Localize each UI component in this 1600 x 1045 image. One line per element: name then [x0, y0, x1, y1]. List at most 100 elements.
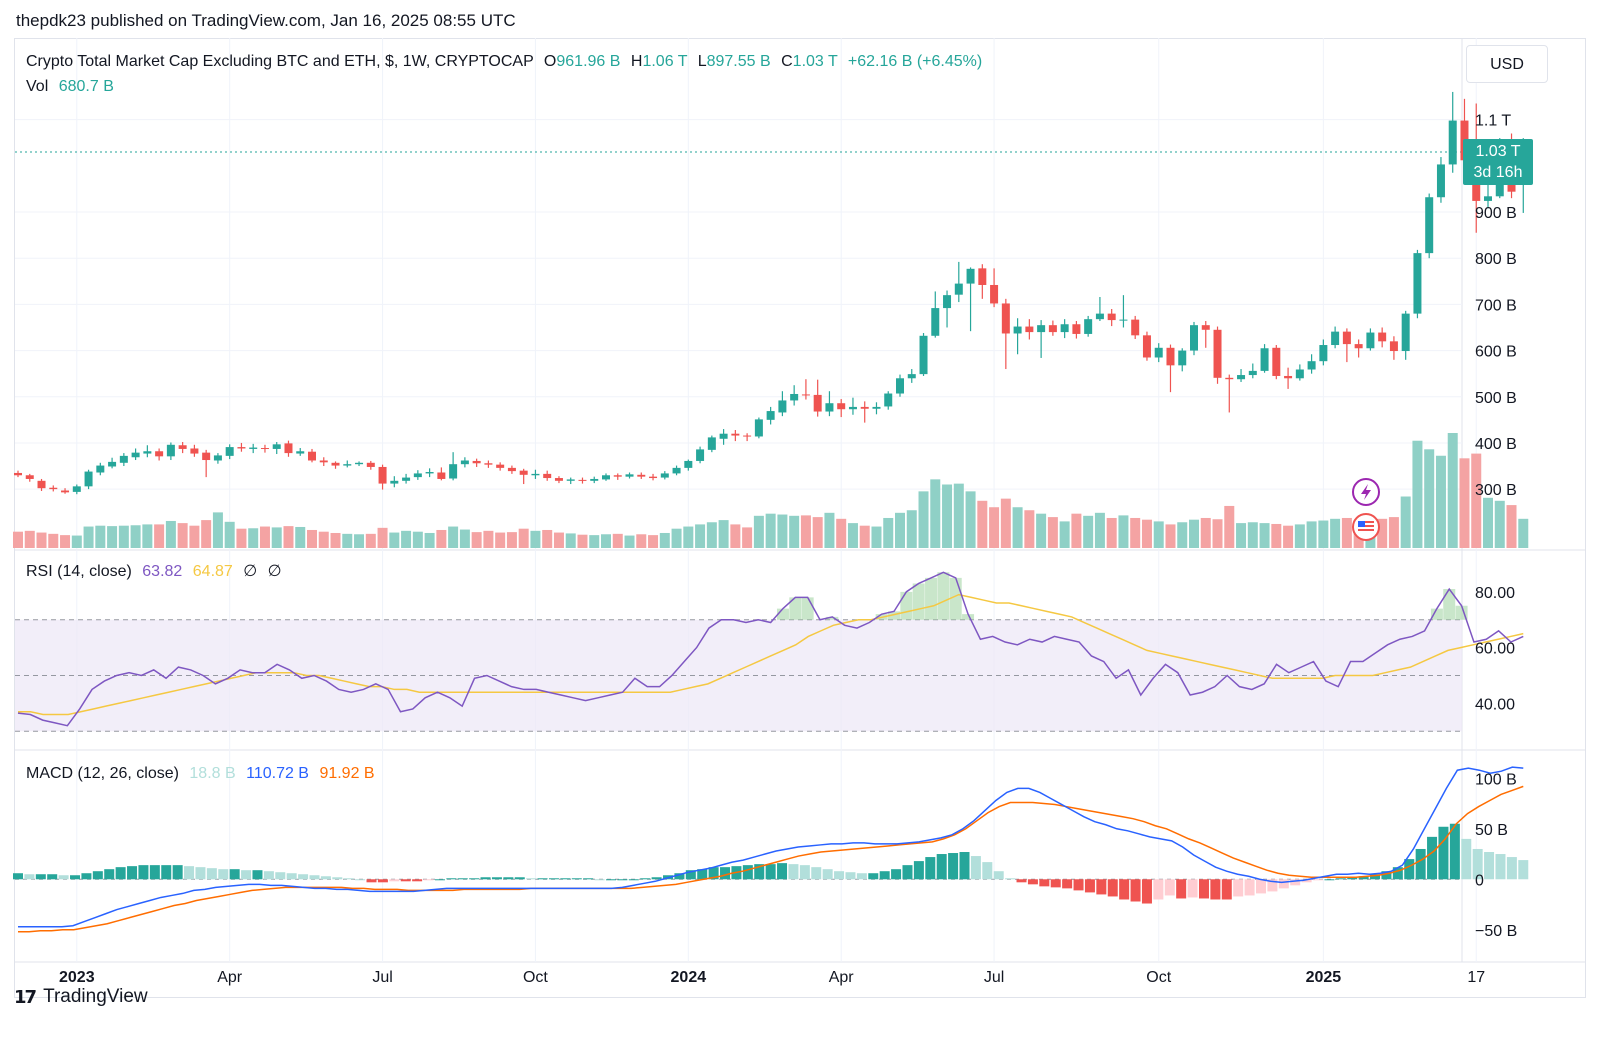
candle-body: [178, 445, 187, 449]
candle-body: [1001, 303, 1010, 334]
volume-bar: [942, 484, 953, 548]
candle-body: [531, 473, 540, 476]
candle-body: [990, 284, 999, 304]
volume-legend: Vol 680.7 B: [26, 78, 114, 96]
macd-histogram-bar: [1506, 857, 1517, 880]
volume-bar: [1024, 510, 1035, 548]
price-tick-label: 700 B: [1475, 297, 1517, 314]
macd-histogram-bar: [298, 874, 309, 880]
macd-histogram-bar: [503, 877, 514, 880]
tradingview-logo-mark: 17: [14, 986, 37, 1008]
volume-bar: [1494, 500, 1505, 548]
macd-histogram-bar: [1472, 848, 1483, 880]
volume-bar: [1424, 449, 1435, 548]
macd-line: [18, 766, 1524, 928]
volume-bar: [189, 525, 200, 548]
volume-bar: [401, 530, 412, 548]
macd-histogram-bar: [149, 865, 160, 880]
volume-bar: [883, 517, 894, 548]
candle-body: [1201, 325, 1210, 330]
macd-histogram-bar: [594, 879, 605, 881]
macd-histogram-bar: [948, 853, 959, 880]
volume-bar: [906, 510, 917, 548]
macd-histogram-bar: [1176, 879, 1187, 899]
volume-bar: [271, 527, 282, 548]
currency-button[interactable]: USD: [1466, 45, 1548, 83]
macd-histogram-bar: [925, 857, 936, 880]
candle-body: [308, 451, 316, 461]
volume-bar: [965, 491, 976, 548]
volume-bar: [659, 532, 670, 548]
volume-bar: [36, 532, 47, 548]
candle-body: [1484, 196, 1492, 201]
volume-bar: [812, 517, 823, 548]
close-value: 1.03 T: [792, 53, 838, 70]
macd-histogram-bar: [24, 874, 35, 880]
macd-histogram-bar: [560, 878, 571, 880]
volume-bar: [706, 522, 717, 548]
macd-histogram-bar: [834, 871, 845, 880]
volume-bar: [354, 534, 365, 548]
candle-body: [943, 295, 952, 309]
macd-histogram-bar: [868, 873, 879, 880]
rsi-tick-label: 80.00: [1475, 585, 1515, 602]
volume-bar: [1506, 505, 1517, 548]
volume-bar: [695, 524, 706, 548]
candle-body: [1178, 350, 1187, 366]
volume-bar: [1341, 517, 1352, 548]
candle-body: [743, 435, 752, 437]
candle-body: [1366, 332, 1375, 349]
close-label: C: [781, 53, 793, 70]
macd-histogram-bar: [1290, 879, 1301, 886]
volume-bar: [1106, 517, 1117, 548]
macd-histogram-bar: [1084, 879, 1095, 893]
tradingview-logo[interactable]: 17 TradingView: [14, 986, 148, 1008]
macd-histogram-bar: [651, 877, 662, 880]
candle-body: [813, 394, 822, 412]
candle-body: [225, 447, 234, 456]
candle-body: [1260, 348, 1269, 371]
macd-histogram-bar: [1130, 879, 1141, 902]
volume-bar: [48, 533, 59, 548]
macd-histogram-bar: [526, 878, 537, 880]
us-flag-icon[interactable]: [1352, 513, 1380, 541]
macd-histogram-bar: [58, 875, 69, 880]
candle-body: [1190, 325, 1198, 351]
macd-histogram-bar: [1278, 879, 1289, 889]
candle-body: [1095, 313, 1104, 320]
candle-body: [660, 473, 669, 478]
candle-body: [1072, 324, 1081, 334]
lightning-icon[interactable]: [1352, 478, 1380, 506]
macd-histogram-bar: [491, 877, 502, 880]
candle-body: [719, 433, 728, 439]
candle-body: [472, 460, 481, 464]
volume-bar: [177, 523, 188, 548]
time-tick-label: 17: [1467, 969, 1485, 986]
candle-body: [96, 465, 105, 473]
candle-body: [84, 471, 93, 487]
macd-histogram-bar: [514, 877, 525, 880]
volume-bar: [718, 520, 729, 548]
vol-value: 680.7 B: [58, 78, 114, 95]
macd-histogram-bar: [13, 873, 23, 880]
macd-histogram-bar: [1027, 879, 1038, 885]
candle-body: [131, 452, 140, 458]
macd-histogram-bar: [697, 869, 708, 880]
volume-bar: [565, 533, 576, 548]
candle-body: [790, 393, 799, 401]
candle-body: [1084, 319, 1093, 334]
candle-body: [837, 403, 846, 410]
macd-histogram-bar: [1141, 879, 1152, 904]
candle-body: [1378, 332, 1387, 342]
macd-histogram-bar: [1244, 879, 1255, 896]
candle-body: [61, 490, 70, 493]
volume-bar: [318, 531, 329, 548]
macd-hist-value: 18.8 B: [189, 765, 236, 782]
candle-body: [402, 477, 411, 481]
macd-histogram-bar: [127, 866, 138, 880]
open-label: O: [543, 53, 557, 70]
candle-body: [578, 479, 587, 481]
macd-histogram-bar: [708, 867, 719, 880]
open-value: 961.96 B: [556, 53, 621, 70]
